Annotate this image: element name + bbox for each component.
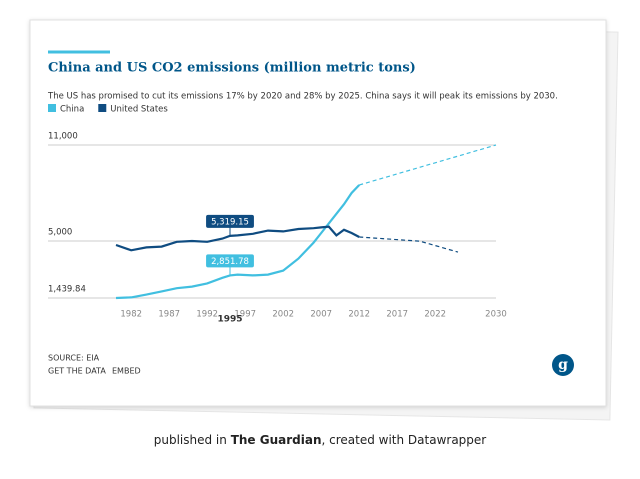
y-tick-label: 1,439.84 — [48, 285, 86, 295]
x-tick-label: 1982 — [120, 310, 142, 320]
x-tick-label: 1997 — [234, 310, 256, 320]
x-tick-label: 2007 — [310, 310, 332, 320]
series-line — [115, 225, 360, 252]
x-tick-label: 2012 — [348, 310, 370, 320]
y-tick-label: 5,000 — [48, 228, 72, 238]
x-tick-label: 2017 — [386, 310, 408, 320]
caption-prefix: published in — [154, 433, 227, 447]
plot: 1,439.84 5,000 11,000 1982 1987 1992 1997 2002 2… — [48, 132, 507, 331]
series-line — [115, 184, 360, 300]
x-tick-label: 2002 — [272, 310, 294, 320]
y-tick-label: 11,000 — [48, 132, 78, 142]
card — [29, 19, 607, 407]
source: SOURCE: EIA — [48, 354, 100, 363]
legend-label: United States — [110, 105, 168, 115]
chart-subtitle: The US has promised to cut its emissions… — [47, 92, 558, 102]
projection-line — [359, 236, 459, 253]
legend-swatch — [48, 104, 56, 112]
chart-title: China and US CO2 emissions (million metr… — [48, 61, 416, 76]
x-tick-label: 1992 — [196, 310, 218, 320]
x-tick-label: 1987 — [158, 310, 180, 320]
embed-link[interactable]: EMBED — [112, 367, 141, 376]
guardian-logo-letter: g — [558, 357, 568, 373]
highlight-bg — [216, 318, 244, 331]
value-label-box — [206, 214, 254, 228]
x-tick-label: 2030 — [485, 310, 507, 320]
highlight-x-label: 1995 — [217, 315, 242, 325]
value-label-box — [206, 254, 254, 268]
value-label: 2,851.78 — [211, 257, 249, 267]
guardian-logo — [552, 354, 574, 376]
caption: published in The Guardian, created with … — [154, 433, 487, 447]
legend-swatch — [98, 104, 107, 112]
x-tick-label: 2022 — [424, 310, 446, 320]
legend: China United States — [48, 104, 168, 115]
projection-line — [359, 144, 497, 186]
caption-suffix: , created with Datawrapper — [322, 433, 487, 447]
value-label: 5,319.15 — [211, 217, 249, 227]
get-data-link[interactable]: GET THE DATA — [48, 367, 106, 376]
legend-label: China — [60, 105, 84, 115]
caption-publisher: The Guardian — [231, 433, 322, 447]
